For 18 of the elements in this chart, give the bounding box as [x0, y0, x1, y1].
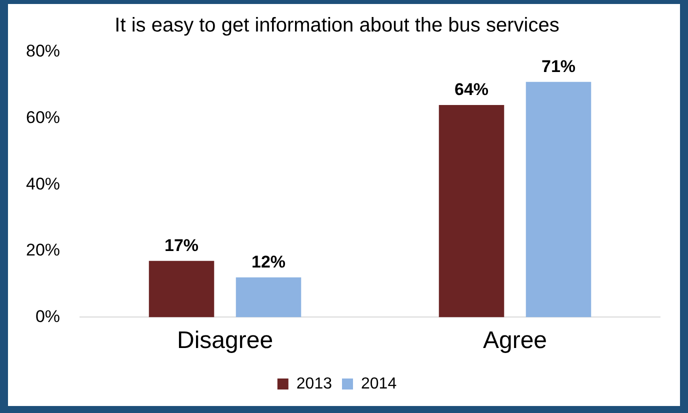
x-tick-label: Agree [482, 327, 548, 354]
data-label: 64% [454, 80, 489, 100]
y-tick-label: 40% [26, 174, 60, 194]
data-label: 12% [252, 252, 286, 272]
bar [236, 277, 302, 318]
legend-label: 2014 [361, 375, 397, 392]
y-tick-label: 20% [26, 240, 60, 260]
data-label: 71% [541, 57, 576, 76]
y-tick-label: 60% [26, 108, 60, 127]
legend-label: 2013 [296, 375, 332, 392]
x-tick-label: Disagree [176, 327, 274, 354]
chart-title: It is easy to get information about the bus services [114, 14, 560, 37]
y-tick-label: 0% [35, 306, 60, 326]
bar [148, 260, 214, 318]
bar [526, 82, 592, 318]
bar [438, 105, 504, 318]
y-tick-label: 80% [26, 42, 60, 61]
data-label: 17% [164, 236, 199, 256]
